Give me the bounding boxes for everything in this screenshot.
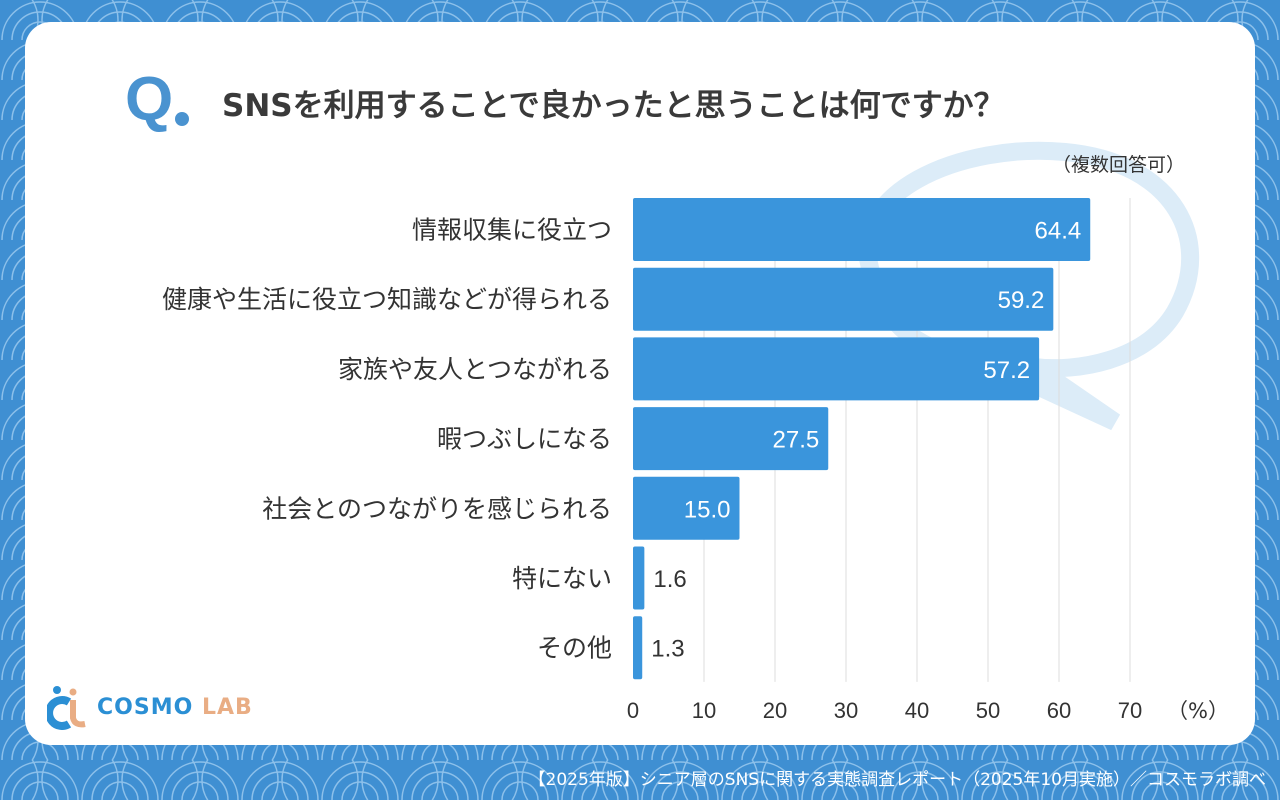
value-label: 59.2 bbox=[998, 287, 1045, 314]
x-tick-label: 70 bbox=[1118, 698, 1142, 723]
question-dot bbox=[175, 112, 189, 126]
value-label: 57.2 bbox=[983, 357, 1030, 384]
x-tick-label: 10 bbox=[692, 698, 716, 723]
logo-main: COSMO bbox=[97, 694, 194, 720]
question-mark: Q bbox=[125, 65, 174, 134]
category-label: 家族や友人とつながれる bbox=[338, 355, 612, 384]
value-label: 1.6 bbox=[653, 566, 686, 593]
bar bbox=[633, 616, 643, 680]
category-label: 社会とのつながりを感じられる bbox=[262, 494, 612, 523]
x-tick-label: 20 bbox=[763, 698, 787, 723]
value-label: 27.5 bbox=[773, 427, 820, 454]
bar bbox=[633, 267, 1054, 331]
x-tick-label: 60 bbox=[1047, 698, 1071, 723]
bar bbox=[633, 198, 1091, 261]
cosmo-lab-logo: COSMO LAB bbox=[47, 684, 253, 730]
bar bbox=[633, 476, 740, 540]
source-footer: 【2025年版】シニア層のSNSに関する実態調査レポート（2025年10月実施）… bbox=[528, 770, 1266, 790]
category-label: 健康や生活に役立つ知識などが得られる bbox=[162, 285, 612, 314]
category-label: 特にない bbox=[512, 564, 612, 593]
x-tick-label: 50 bbox=[976, 698, 1000, 723]
logo-icon bbox=[47, 686, 86, 730]
value-label: 15.0 bbox=[684, 496, 731, 523]
value-label: 1.3 bbox=[651, 636, 684, 663]
chart-title: SNSを利用することで良かったと思うことは何ですか？ bbox=[222, 88, 1005, 124]
bar bbox=[633, 546, 645, 610]
bar bbox=[633, 337, 1040, 401]
x-tick-label: 0 bbox=[627, 698, 639, 723]
bar bbox=[633, 407, 829, 471]
x-tick-label: 40 bbox=[905, 698, 929, 723]
multiple-answer-note: （複数回答可） bbox=[1051, 154, 1185, 176]
category-label: 情報収集に役立つ bbox=[412, 216, 612, 245]
category-label: その他 bbox=[537, 634, 612, 663]
logo-accent: LAB bbox=[201, 694, 253, 720]
value-label: 64.4 bbox=[1035, 218, 1082, 245]
category-label: 暇つぶしになる bbox=[437, 425, 612, 454]
unit-label: （%） bbox=[1167, 699, 1229, 723]
x-tick-label: 30 bbox=[834, 698, 858, 723]
